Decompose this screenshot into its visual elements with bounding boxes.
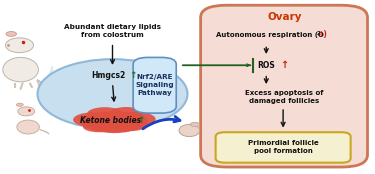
Circle shape — [38, 59, 188, 129]
Ellipse shape — [83, 121, 114, 132]
Ellipse shape — [6, 31, 16, 36]
Text: Ovary: Ovary — [267, 12, 302, 22]
Ellipse shape — [3, 57, 38, 82]
Text: ↑: ↑ — [129, 71, 137, 80]
Text: ROS: ROS — [257, 61, 275, 70]
Ellipse shape — [110, 107, 143, 119]
Ellipse shape — [190, 122, 200, 127]
Ellipse shape — [94, 123, 135, 133]
Text: Ketone bodies: Ketone bodies — [80, 116, 141, 125]
Text: ↑: ↑ — [280, 60, 288, 70]
FancyBboxPatch shape — [201, 5, 368, 167]
FancyBboxPatch shape — [216, 132, 351, 163]
Ellipse shape — [87, 107, 123, 120]
Text: Primordial follicle
pool formation: Primordial follicle pool formation — [248, 140, 318, 154]
Text: ↑): ↑) — [318, 30, 327, 39]
Polygon shape — [41, 66, 53, 101]
Text: Nrf2/ARE
Signaling
Pathway: Nrf2/ARE Signaling Pathway — [136, 74, 174, 96]
Text: ↑: ↑ — [138, 116, 145, 125]
Ellipse shape — [5, 38, 34, 53]
Ellipse shape — [114, 120, 146, 131]
Ellipse shape — [16, 103, 23, 106]
Ellipse shape — [17, 120, 39, 134]
Text: Abundant dietary lipids
from colostrum: Abundant dietary lipids from colostrum — [64, 24, 161, 38]
Ellipse shape — [117, 112, 156, 126]
Text: 2: 2 — [317, 31, 321, 36]
Ellipse shape — [81, 111, 148, 132]
Text: Autonomous respiration (O: Autonomous respiration (O — [216, 32, 324, 38]
Text: Hmgcs2: Hmgcs2 — [91, 71, 125, 80]
Ellipse shape — [179, 124, 200, 137]
FancyBboxPatch shape — [133, 57, 176, 113]
Ellipse shape — [73, 112, 112, 127]
Text: Excess apoptosis of
damaged follicles: Excess apoptosis of damaged follicles — [245, 90, 323, 104]
Ellipse shape — [18, 107, 34, 116]
